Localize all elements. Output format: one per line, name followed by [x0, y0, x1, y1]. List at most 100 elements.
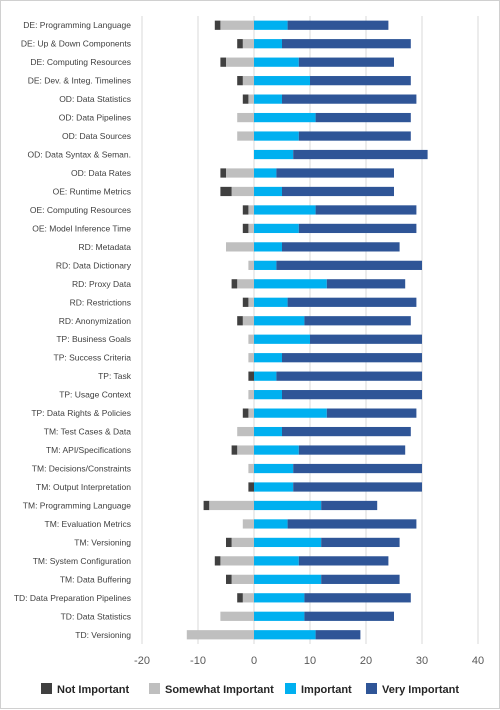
category-label: RD: Restrictions: [70, 297, 131, 307]
gridlines: [141, 16, 479, 644]
bar-somewhat-important: [248, 205, 254, 215]
category-label: TM: Test Cases & Data: [44, 427, 132, 437]
bar-important: [254, 131, 299, 141]
bar-important: [254, 482, 294, 492]
bar-somewhat-important: [242, 519, 254, 529]
bar-very-important: [298, 131, 411, 141]
bar-somewhat-important: [186, 630, 254, 640]
bar-important: [254, 371, 277, 381]
bar-important: [254, 39, 282, 49]
bar-somewhat-important: [242, 316, 254, 326]
bar-important: [254, 20, 288, 30]
bar-very-important: [287, 519, 417, 529]
bar-very-important: [282, 426, 411, 437]
category-label: OE: Model Inference Time: [32, 223, 131, 233]
bar-group: [248, 260, 422, 270]
bar-important: [254, 445, 299, 455]
bar-group: [242, 408, 417, 418]
bar-important: [254, 390, 282, 400]
bar-group: [242, 223, 417, 234]
bar-group: [248, 371, 422, 381]
bar-group: [220, 186, 394, 197]
bar-important: [254, 112, 316, 123]
bar-very-important: [276, 260, 422, 270]
bar-not-important: [226, 574, 232, 584]
bar-very-important: [293, 482, 422, 492]
bar-group: [237, 76, 411, 86]
bar-group: [226, 574, 400, 584]
category-label: DE: Dev. & Integ. Timelines: [28, 76, 131, 86]
bar-somewhat-important: [242, 76, 254, 86]
bar-very-important: [276, 168, 394, 178]
bar-somewhat-important: [248, 94, 254, 104]
category-label: TM: API/Specifications: [46, 445, 131, 455]
bar-somewhat-important: [248, 260, 254, 270]
bar-very-important: [326, 279, 406, 289]
bar-group: [220, 57, 394, 67]
category-label: RD: Proxy Data: [72, 279, 131, 289]
bar-important: [254, 334, 310, 344]
x-tick-label: 10: [304, 655, 316, 667]
bar-not-important: [231, 279, 238, 289]
category-label: OD: Data Sources: [62, 131, 131, 141]
x-tick-label: 0: [251, 655, 257, 667]
bar-group: [214, 20, 389, 30]
bar-important: [254, 186, 282, 197]
legend-swatch: [41, 683, 52, 694]
bar-important: [254, 611, 305, 621]
bar-somewhat-important: [242, 593, 254, 603]
x-tick-label: 20: [360, 655, 372, 667]
bar-group: [248, 353, 422, 363]
legend-item: Somewhat Important: [149, 683, 274, 696]
bar-group: [203, 500, 378, 511]
bar-not-important: [214, 20, 221, 30]
bar-group: [248, 390, 422, 400]
bar-not-important: [248, 482, 254, 492]
bar-group: [231, 445, 406, 455]
bar-very-important: [315, 630, 361, 640]
legend-item: Not Important: [41, 683, 129, 696]
bars: [186, 20, 428, 640]
category-label: TP: Task: [98, 371, 132, 381]
bar-very-important: [298, 57, 394, 67]
category-label: TM: Versioning: [74, 537, 131, 547]
bar-somewhat-important: [248, 353, 254, 363]
bar-somewhat-important: [248, 223, 254, 234]
bar-somewhat-important: [237, 131, 254, 141]
category-label: TP: Data Rights & Policies: [31, 408, 131, 418]
bar-very-important: [321, 537, 400, 548]
bar-very-important: [282, 242, 400, 252]
x-axis-tick-labels: -20 -10 0 10 20 30 40: [134, 655, 484, 667]
bar-not-important: [220, 168, 226, 178]
category-label: TM: Evaluation Metrics: [45, 519, 131, 529]
bar-very-important: [310, 76, 411, 86]
bar-not-important: [237, 76, 243, 86]
bar-very-important: [298, 223, 417, 234]
bar-very-important: [276, 371, 422, 381]
bar-somewhat-important: [231, 537, 254, 548]
bar-group: [237, 39, 411, 49]
legend-label: Important: [301, 684, 352, 696]
bar-somewhat-important: [220, 556, 254, 566]
bar-very-important: [282, 186, 394, 197]
bar-somewhat-important: [220, 20, 254, 30]
bar-somewhat-important: [248, 408, 254, 418]
bar-important: [254, 426, 282, 437]
bar-very-important: [287, 297, 417, 307]
bar-somewhat-important: [237, 112, 254, 123]
category-label: TD: Data Statistics: [61, 611, 131, 621]
bar-very-important: [282, 94, 417, 104]
bar-somewhat-important: [242, 39, 254, 49]
bar-group: [226, 537, 400, 548]
category-label: TM: Output Interpretation: [36, 482, 131, 492]
bar-important: [254, 500, 322, 511]
bar-important: [254, 316, 305, 326]
category-label: RD: Data Dictionary: [56, 260, 132, 270]
bar-very-important: [310, 334, 422, 344]
category-label: TM: Data Buffering: [60, 574, 131, 584]
bar-somewhat-important: [220, 611, 254, 621]
bar-important: [254, 353, 282, 363]
category-label: TM: Decisions/Constraints: [32, 464, 131, 474]
category-label: OE: Runtime Metrics: [53, 186, 131, 196]
